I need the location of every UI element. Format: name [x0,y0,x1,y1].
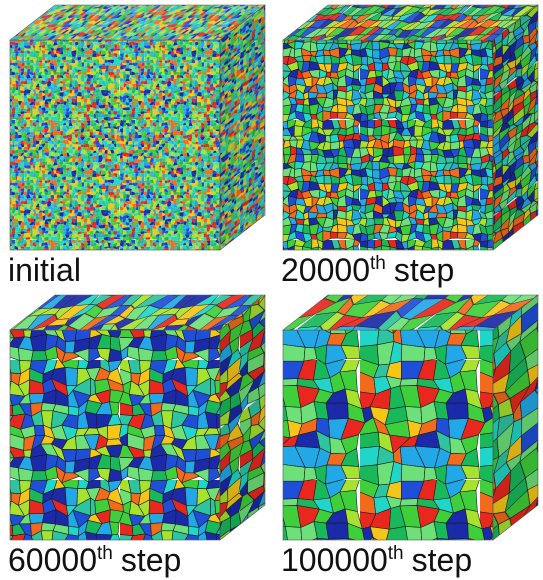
label-suffix: step [121,542,181,578]
cube-panel [283,295,538,540]
cube-front-face [10,40,220,250]
label-suffix: step [412,542,472,578]
label-text: initial [8,252,81,288]
cube-right-shade [220,295,265,540]
cube-front-face [10,330,220,540]
label-superscript: th [97,543,113,564]
cube-panel [10,5,265,250]
cube-right-shade [220,5,265,250]
label-suffix: step [394,252,454,288]
label-text: 100000 [281,542,388,578]
cube-right-shade [493,5,538,250]
label-text: 60000 [8,542,97,578]
panel-label: initial [8,252,81,288]
cube-front-face [283,330,493,540]
label-superscript: th [370,253,386,274]
figure: initial20000thstep60000thstep100000thste… [0,0,543,580]
label-superscript: th [388,543,404,564]
label-text: 20000 [281,252,370,288]
cube-panel [283,5,538,250]
cube-right-shade [493,295,538,540]
cube-front-face [283,40,493,250]
cube-panel [10,295,265,540]
